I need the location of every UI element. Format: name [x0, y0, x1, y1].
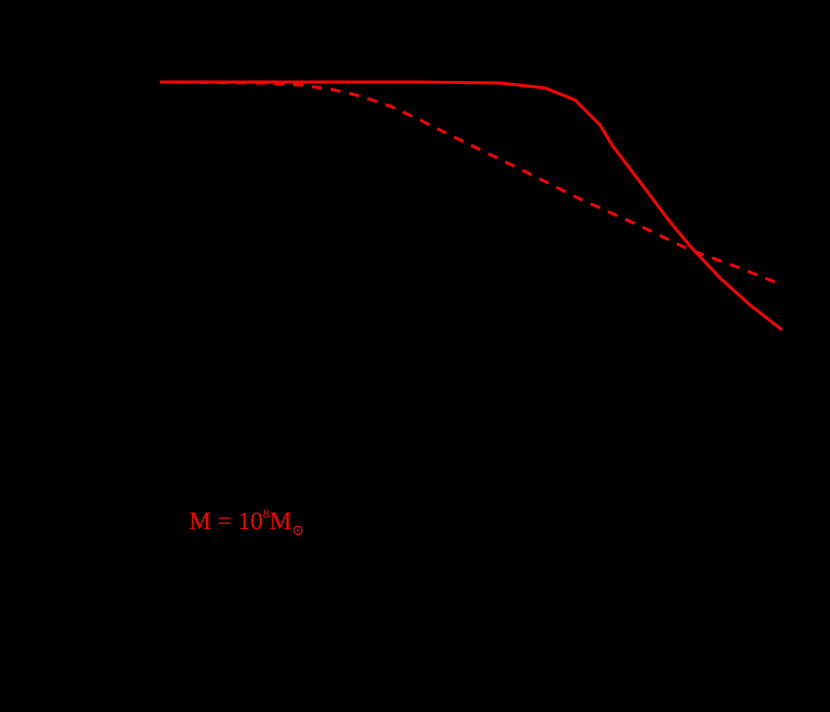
- annotation-exponent: 8: [262, 506, 270, 521]
- solid-curve: [160, 80, 783, 332]
- sun-symbol-icon: ⊙: [291, 523, 305, 539]
- dashed-curve: [159, 80, 783, 287]
- annotation-main: M = 10: [189, 508, 263, 535]
- mass-annotation: M = 108M⊙: [189, 506, 305, 539]
- annotation-m: M: [269, 508, 292, 535]
